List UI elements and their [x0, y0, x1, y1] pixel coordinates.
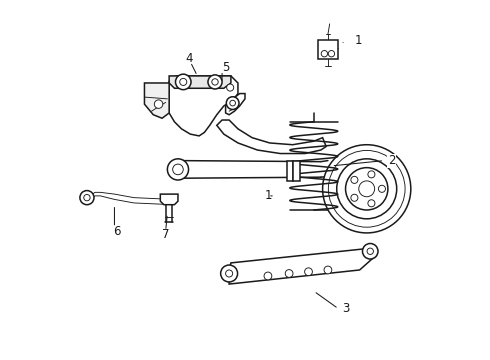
- Circle shape: [328, 150, 405, 227]
- Circle shape: [321, 50, 327, 57]
- Circle shape: [172, 164, 183, 175]
- Polygon shape: [169, 76, 231, 88]
- Circle shape: [285, 270, 293, 277]
- Circle shape: [226, 97, 239, 109]
- Circle shape: [337, 159, 397, 219]
- Circle shape: [180, 78, 187, 85]
- Circle shape: [220, 265, 238, 282]
- Circle shape: [367, 248, 373, 255]
- Circle shape: [230, 100, 236, 106]
- Circle shape: [351, 176, 358, 183]
- Text: 2: 2: [388, 154, 395, 167]
- Circle shape: [227, 84, 234, 91]
- Bar: [287, 161, 294, 181]
- Circle shape: [368, 200, 375, 207]
- Bar: [318, 40, 338, 59]
- Polygon shape: [169, 76, 238, 136]
- Circle shape: [175, 74, 191, 90]
- Text: 1: 1: [265, 189, 272, 202]
- Circle shape: [368, 171, 375, 178]
- Text: 4: 4: [185, 52, 193, 65]
- Polygon shape: [217, 120, 326, 154]
- Circle shape: [208, 75, 222, 89]
- Circle shape: [328, 50, 335, 57]
- Text: 7: 7: [162, 228, 170, 241]
- Circle shape: [168, 159, 189, 180]
- Circle shape: [363, 243, 378, 259]
- Polygon shape: [225, 94, 245, 115]
- Polygon shape: [90, 192, 174, 205]
- Bar: [294, 161, 300, 181]
- Polygon shape: [229, 247, 375, 284]
- Circle shape: [359, 181, 375, 197]
- Circle shape: [351, 194, 358, 201]
- Circle shape: [345, 168, 388, 210]
- Text: 5: 5: [222, 60, 229, 73]
- Circle shape: [264, 272, 272, 280]
- Circle shape: [324, 266, 332, 274]
- Circle shape: [84, 194, 90, 201]
- Polygon shape: [145, 83, 169, 118]
- Circle shape: [212, 79, 218, 85]
- Text: 1: 1: [354, 34, 362, 47]
- Text: 3: 3: [342, 302, 349, 315]
- Polygon shape: [160, 194, 178, 205]
- Text: 6: 6: [113, 225, 120, 238]
- Circle shape: [305, 268, 313, 276]
- Circle shape: [80, 190, 94, 205]
- Circle shape: [154, 100, 163, 108]
- Circle shape: [225, 270, 233, 277]
- Circle shape: [378, 185, 386, 192]
- Circle shape: [322, 145, 411, 233]
